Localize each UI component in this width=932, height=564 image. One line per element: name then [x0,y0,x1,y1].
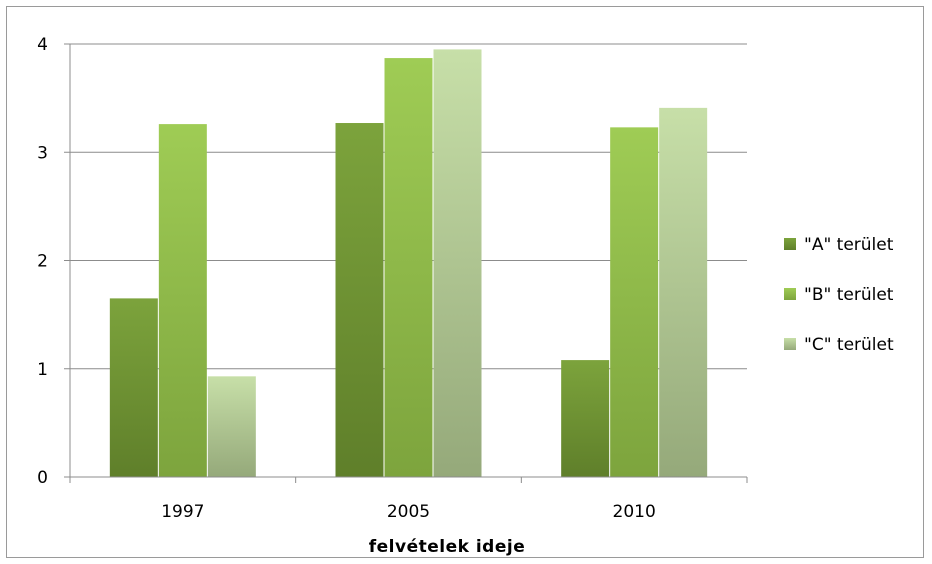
bar-2010-series-1 [561,360,610,477]
legend-swatch [784,238,796,250]
legend-label: "C" terület [804,335,894,355]
y-tick-labels: 0 1 2 3 4 [37,35,70,488]
legend: "A" terület "B" terület "C" terület [784,235,894,355]
x-tick-label: 2005 [387,502,430,522]
x-tick-label: 2010 [613,502,656,522]
bar-2005-series-1 [335,123,384,478]
x-tick-labels: 1997 2005 2010 [69,477,748,522]
legend-swatch [784,288,796,300]
y-tick-label: 3 [37,143,48,163]
y-tick-label: 2 [37,252,48,272]
bar-2010-series-2 [610,127,659,477]
bars [109,49,708,478]
legend-label: "A" terület [804,235,894,255]
legend-label: "B" terület [804,285,894,305]
bar-1997-series-2 [158,124,207,477]
y-tick-label: 4 [37,35,48,55]
bar-2005-series-2 [384,58,433,477]
x-axis-title: felvételek ideje [369,537,525,557]
bar-2010-series-3 [659,107,708,478]
y-tick-label: 0 [37,468,48,488]
bar-2005-series-3 [433,49,482,477]
x-tick-label: 1997 [161,502,204,522]
bar-1997-series-3 [207,376,256,477]
y-tick-label: 1 [37,360,48,380]
legend-swatch [784,338,796,350]
bar-1997-series-1 [109,298,158,477]
